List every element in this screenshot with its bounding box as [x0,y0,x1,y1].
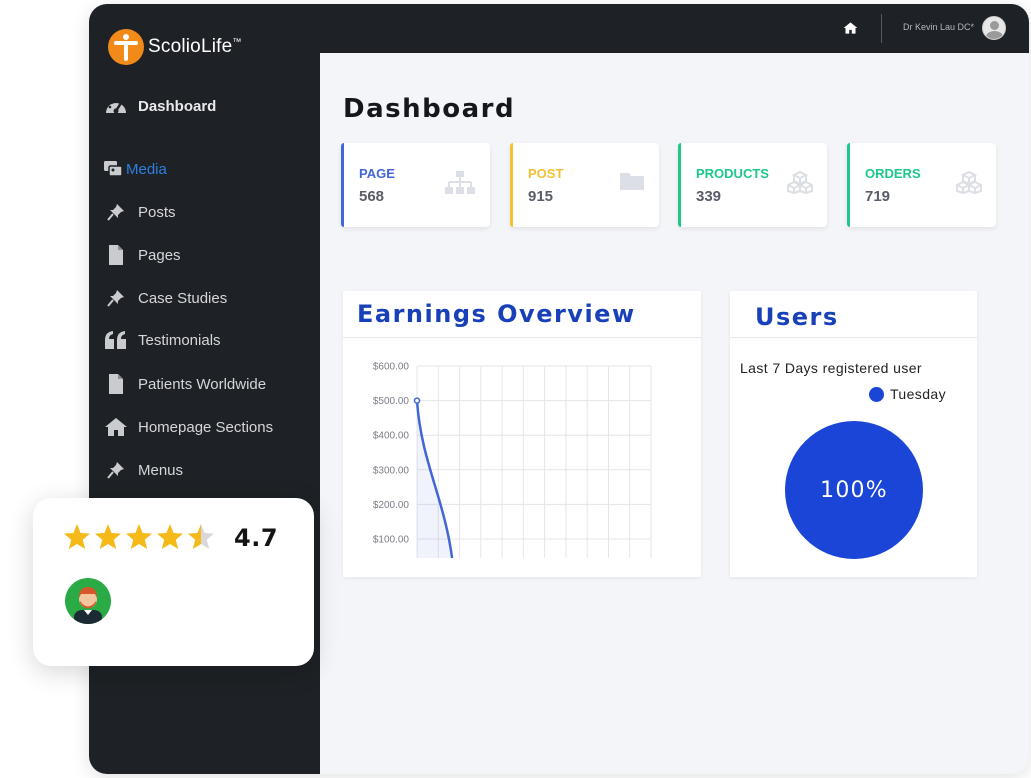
stat-value: 568 [359,188,385,205]
pie-percent-label: 100% [820,477,888,503]
stat-label: PAGE [359,166,395,181]
half-star-icon [188,524,214,549]
file-icon [103,373,129,395]
legend-swatch [869,386,884,402]
sidebar-item-label: Menus [138,461,184,479]
pie-legend-item[interactable]: Tuesday [869,386,946,402]
rating-card: 4.7 [33,498,314,666]
sidebar-item-label: Homepage Sections [138,418,274,436]
topbar: Dr Kevin Lau DC* [320,4,1029,53]
star-icon [64,524,90,549]
sidebar-item-case-studies[interactable]: Case Studies [103,287,227,309]
users-title: Users [755,303,839,331]
sidebar-item-media[interactable]: Media [103,158,167,180]
star-icon [95,524,121,549]
stat-label: ORDERS [865,166,921,181]
sidebar-item-label: Testimonials [138,331,221,349]
sidebar-item-dashboard[interactable]: Dashboard [103,95,216,117]
stat-label: POST [528,166,564,181]
data-point [413,397,421,404]
stat-label: PRODUCTS [696,166,769,181]
stat-card-page[interactable]: PAGE 568 [341,143,490,227]
users-pie-slice[interactable]: 100% [785,421,923,559]
sidebar-item-homepage-sections[interactable]: Homepage Sections [103,416,273,438]
earnings-title: Earnings Overview [357,300,636,328]
sidebar-item-patients-worldwide[interactable]: Patients Worldwide [103,373,266,395]
stat-value: 719 [865,188,891,205]
sidebar-item-posts[interactable]: Posts [103,201,176,223]
folder-icon [619,170,645,196]
stat-card-products[interactable]: PRODUCTS 339 [678,143,827,227]
earnings-overview-card: Earnings Overview $100.00 $200.00 $300.00 $… [343,291,701,577]
sidebar-item-label: Media [126,160,167,178]
star-rating [63,522,218,552]
users-card: Users Last 7 Days registered user Tuesda… [730,291,977,577]
logo-text: ScolioLife™ [148,36,242,57]
sidebar-item-label: Dashboard [138,97,217,115]
stat-value: 339 [696,188,722,205]
sitemap-icon [444,170,476,200]
stat-card-orders[interactable]: ORDERS 719 [847,143,996,227]
series-line [415,400,454,559]
home-icon [103,416,129,438]
media-icon [103,158,123,180]
star-icon [126,524,152,549]
quote-icon [103,329,129,351]
app-window: ScolioLife™ Dashboard Media Posts Pages [89,4,1029,774]
sidebar-item-label: Case Studies [138,289,228,307]
rating-value: 4.7 [234,524,279,552]
y-tick-label: $300.00 [373,465,410,476]
y-tick-label: $400.00 [373,431,410,442]
pin-icon [103,459,129,481]
y-tick-label: $200.00 [373,500,410,511]
topbar-divider [881,14,882,43]
gauge-icon [103,95,129,117]
sidebar-item-menus[interactable]: Menus [103,459,183,481]
legend-label: Tuesday [890,386,946,402]
sidebar-item-label: Posts [138,203,176,221]
user-avatar-icon[interactable] [982,16,1006,40]
pin-icon [103,201,129,223]
cubes-icon [954,170,984,198]
stat-value: 915 [528,188,554,205]
reviewer-avatar-icon [65,578,111,624]
y-tick-label: $600.00 [373,362,410,373]
y-tick-label: $500.00 [373,396,410,407]
star-icon [157,524,183,549]
home-icon[interactable] [843,20,858,39]
sidebar-item-testimonials[interactable]: Testimonials [103,329,221,351]
y-tick-label: $100.00 [373,534,410,545]
sidebar-item-label: Pages [138,246,181,264]
user-name[interactable]: Dr Kevin Lau DC* [903,22,975,32]
users-subtitle: Last 7 Days registered user [740,360,922,376]
file-icon [103,244,129,266]
page-title: Dashboard [343,94,516,124]
pin-icon [103,287,129,309]
cubes-icon [785,170,815,198]
earnings-line-chart: $100.00 $200.00 $300.00 $400.00 $500.00 $600.… [373,362,652,559]
sidebar-item-label: Patients Worldwide [138,375,267,393]
logo[interactable]: ScolioLife™ [108,29,242,65]
stat-card-post[interactable]: POST 915 [510,143,659,227]
scoliolife-logo-icon [108,29,144,65]
sidebar-item-pages[interactable]: Pages [103,244,181,266]
